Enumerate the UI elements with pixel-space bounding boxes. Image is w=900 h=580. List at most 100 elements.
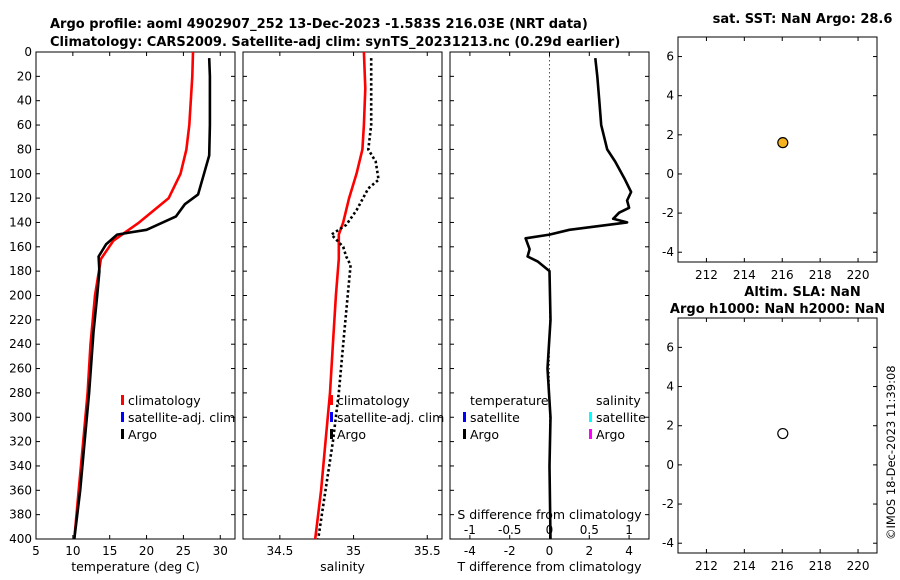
axes-frame	[35, 51, 236, 540]
x-tick-label: 216	[771, 268, 794, 282]
x-axis-label: T difference from climatology	[456, 559, 642, 574]
x-tick-label: 214	[733, 268, 756, 282]
legend-1-label: satellite-adj. clim	[337, 410, 444, 425]
series-climatology	[313, 51, 367, 540]
series-argo	[316, 58, 380, 540]
y-tick-label: 140	[9, 215, 32, 229]
y-tick-label: 260	[9, 362, 32, 376]
x-tick-label: 4	[625, 544, 633, 558]
title-line-1: Argo profile: aoml 4902907_252 13-Dec-20…	[50, 17, 588, 32]
y-tick-label: 4	[666, 380, 674, 394]
legend-1-label: satellite-adj. clim	[128, 410, 235, 425]
y-tick-label: -2	[662, 497, 674, 511]
legend-sal-argo-label: Argo	[596, 427, 625, 442]
x-tick-label: 25	[176, 544, 191, 558]
legend-salinity-title: salinity	[596, 393, 641, 408]
legend-temp-argo-label: Argo	[470, 427, 499, 442]
y-tick-label: 400	[9, 532, 32, 546]
x-tick-label: 5	[32, 544, 40, 558]
legend-temperature-title: temperature	[470, 393, 549, 408]
x-tick-label: 35	[346, 544, 361, 558]
axes-frame	[242, 51, 443, 540]
top-tick-label: 1	[625, 523, 633, 537]
x-tick-label: 218	[809, 268, 832, 282]
sla-title: Altim. SLA: NaN	[744, 285, 860, 300]
title-line-2: Climatology: CARS2009. Satellite-adj cli…	[50, 35, 620, 50]
y-tick-label: 2	[666, 128, 674, 142]
x-tick-label: 220	[847, 559, 870, 573]
salinity-panel: 34.5 35 35.5 salinity climatology satellite-a…	[242, 51, 444, 574]
legend-temp-argo-swatch	[463, 429, 466, 439]
x-tick-label: 20	[139, 544, 154, 558]
sla-panel: Altim. SLA: NaN Argo h1000: NaN h2000: Na…	[662, 285, 885, 573]
y-tick-label: 60	[17, 118, 32, 132]
y-tick-label: 6	[666, 50, 674, 64]
y-tick-label: 220	[9, 313, 32, 327]
y-tick-label: 80	[17, 142, 32, 156]
y-tick-label: 0	[666, 458, 674, 472]
y-tick-label: 4	[666, 89, 674, 103]
x-tick-label: 35.5	[414, 544, 441, 558]
x-tick-label: 220	[847, 268, 870, 282]
difference-panel: -4 -2 0 2 4-1 -0.5 0 0.5 1S difference from clim…	[449, 51, 650, 574]
sst-point	[777, 137, 789, 149]
sla-title-2: Argo h1000: NaN h2000: NaN	[670, 302, 885, 317]
legend-2-swatch	[330, 429, 333, 439]
legend-2-label: Argo	[337, 427, 366, 442]
y-tick-label: 340	[9, 459, 32, 473]
sst-panel: sat. SST: NaN Argo: 28.6 212 214 216 218 220 -…	[662, 12, 892, 282]
x-tick-label: 216	[771, 559, 794, 573]
legend-sal-satellite-label: satellite	[596, 410, 646, 425]
legend-0-swatch	[121, 395, 124, 405]
y-tick-label: 360	[9, 483, 32, 497]
y-tick-label: 6	[666, 340, 674, 354]
timestamp-stamp: ©IMOS 18-Dec-2023 11:39:08	[884, 365, 898, 540]
sst-title: sat. SST: NaN Argo: 28.6	[713, 12, 893, 27]
legend-0-swatch	[330, 395, 333, 405]
x-tick-label: 15	[102, 544, 117, 558]
temperature-panel: 5 10 15 20 25 3002040608010012014016018020022…	[9, 45, 236, 574]
x-tick-label: 2	[585, 544, 593, 558]
y-tick-label: -4	[662, 536, 674, 550]
y-tick-label: 120	[9, 191, 32, 205]
y-tick-label: 2	[666, 419, 674, 433]
legend-0-label: climatology	[337, 393, 410, 408]
legend-sal-satellite-swatch	[589, 412, 592, 422]
top-tick-label: -0.5	[498, 523, 521, 537]
legend-2-label: Argo	[128, 427, 157, 442]
legend-2-swatch	[121, 429, 124, 439]
sla-point	[777, 427, 789, 440]
x-tick-label: 30	[213, 544, 228, 558]
x-axis-label: salinity	[320, 559, 365, 574]
y-tick-label: 320	[9, 435, 32, 449]
y-tick-label: 240	[9, 337, 32, 351]
y-tick-label: 180	[9, 264, 32, 278]
x-tick-label: 218	[809, 559, 832, 573]
legend-0-label: climatology	[128, 393, 201, 408]
y-tick-label: 280	[9, 386, 32, 400]
x-tick-label: 0	[546, 544, 554, 558]
axes-frame	[677, 36, 878, 263]
x-tick-label: 212	[695, 268, 718, 282]
x-tick-label: -2	[504, 544, 516, 558]
y-tick-label: -4	[662, 245, 674, 259]
y-tick-label: -2	[662, 206, 674, 220]
y-tick-label: 100	[9, 167, 32, 181]
legend-1-swatch	[330, 412, 333, 422]
y-tick-label: 0	[24, 45, 32, 59]
y-tick-label: 160	[9, 240, 32, 254]
x-tick-label: 34.5	[266, 544, 293, 558]
y-tick-label: 20	[17, 69, 32, 83]
legend-sal-argo-swatch	[589, 429, 592, 439]
x-tick-label: 214	[733, 559, 756, 573]
legend-temp-satellite-label: satellite	[470, 410, 520, 425]
legend-1-swatch	[121, 412, 124, 422]
legend-temp-satellite-swatch	[463, 412, 466, 422]
y-tick-label: 40	[17, 94, 32, 108]
top-tick-label: 0.5	[580, 523, 599, 537]
y-tick-label: 380	[9, 508, 32, 522]
x-axis-label: temperature (deg C)	[71, 559, 200, 574]
axes-frame	[677, 317, 878, 554]
x-tick-label: 10	[65, 544, 80, 558]
